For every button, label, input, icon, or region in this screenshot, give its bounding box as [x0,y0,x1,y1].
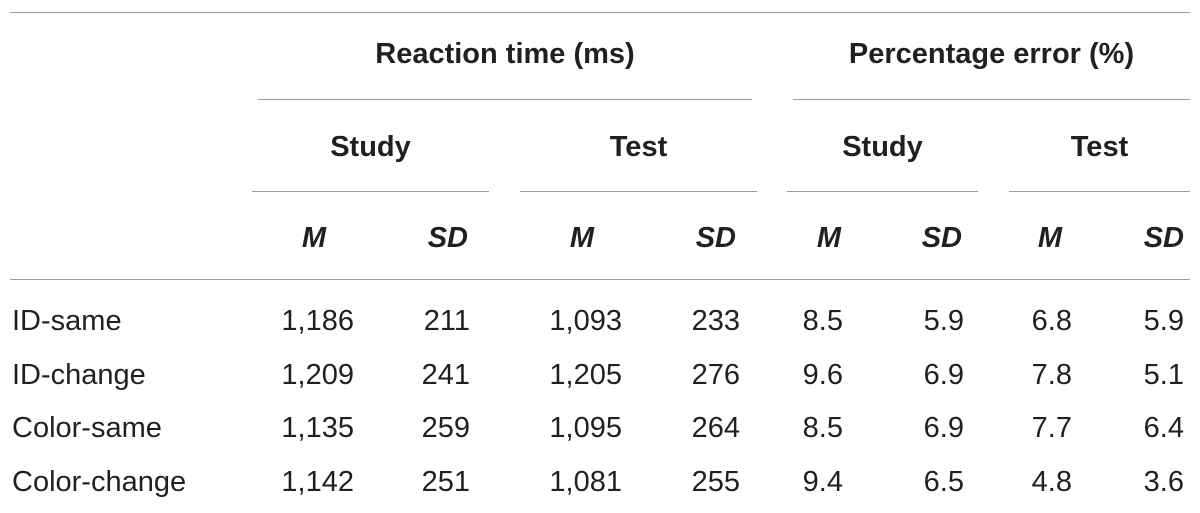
table-cell: 5.9 [1143,305,1184,337]
table-cell: 241 [421,359,470,391]
stat-header-m: M [1037,222,1062,254]
table-cell: 255 [691,466,740,498]
table-cell: 8.5 [802,412,843,444]
rule-reaction-time [258,99,752,100]
table-cell: 6.9 [923,412,964,444]
rule-percentage-error [793,99,1190,100]
table-cell: 9.4 [802,466,843,498]
table-cell: 1,205 [549,359,622,391]
rule-pe-test [1009,191,1190,192]
table-cell: 5.9 [923,305,964,337]
header-bottom-rule [10,279,1190,280]
table-cell: 211 [423,305,470,337]
group-header-percentage-error: Percentage error (%) [848,38,1135,70]
row-label: ID-change [12,359,146,391]
rule-rt-study [252,191,489,192]
stat-header-sd: SD [695,222,736,254]
table-cell: 7.8 [1031,359,1072,391]
stat-header-m: M [301,222,326,254]
stat-header-sd: SD [427,222,468,254]
table-cell: 276 [691,359,740,391]
stat-header-m: M [816,222,841,254]
rule-pe-study [787,191,978,192]
table-cell: 264 [691,412,740,444]
table-cell: 1,095 [549,412,622,444]
table-cell: 259 [421,412,470,444]
table-cell: 5.1 [1143,359,1184,391]
table-cell: 4.8 [1031,466,1072,498]
table-cell: 1,186 [281,305,354,337]
table-cell: 8.5 [802,305,843,337]
table-cell: 1,135 [281,412,354,444]
top-rule [10,12,1190,13]
table-cell: 1,081 [549,466,622,498]
stat-header-m: M [569,222,594,254]
table-cell: 6.4 [1143,412,1184,444]
subheader-rt-test: Test [609,131,668,163]
stat-header-sd: SD [921,222,962,254]
stat-header-sd: SD [1143,222,1184,254]
group-header-reaction-time: Reaction time (ms) [375,38,635,70]
table-cell: 6.8 [1031,305,1072,337]
table-cell: 1,209 [281,359,354,391]
subheader-rt-study: Study [330,131,411,163]
row-label: Color-change [12,466,187,498]
table-cell: 1,093 [549,305,622,337]
table-cell: 9.6 [802,359,843,391]
subheader-pe-study: Study [842,131,923,163]
table-cell: 7.7 [1031,412,1072,444]
table-cell: 1,142 [281,466,354,498]
row-label: ID-same [12,305,122,337]
subheader-pe-test: Test [1070,131,1129,163]
table-cell: 6.9 [923,359,964,391]
row-label: Color-same [12,412,162,444]
table-cell: 251 [421,466,470,498]
rule-rt-test [520,191,757,192]
table-cell: 3.6 [1143,466,1184,498]
table-cell: 233 [691,305,740,337]
table-cell: 6.5 [923,466,964,498]
